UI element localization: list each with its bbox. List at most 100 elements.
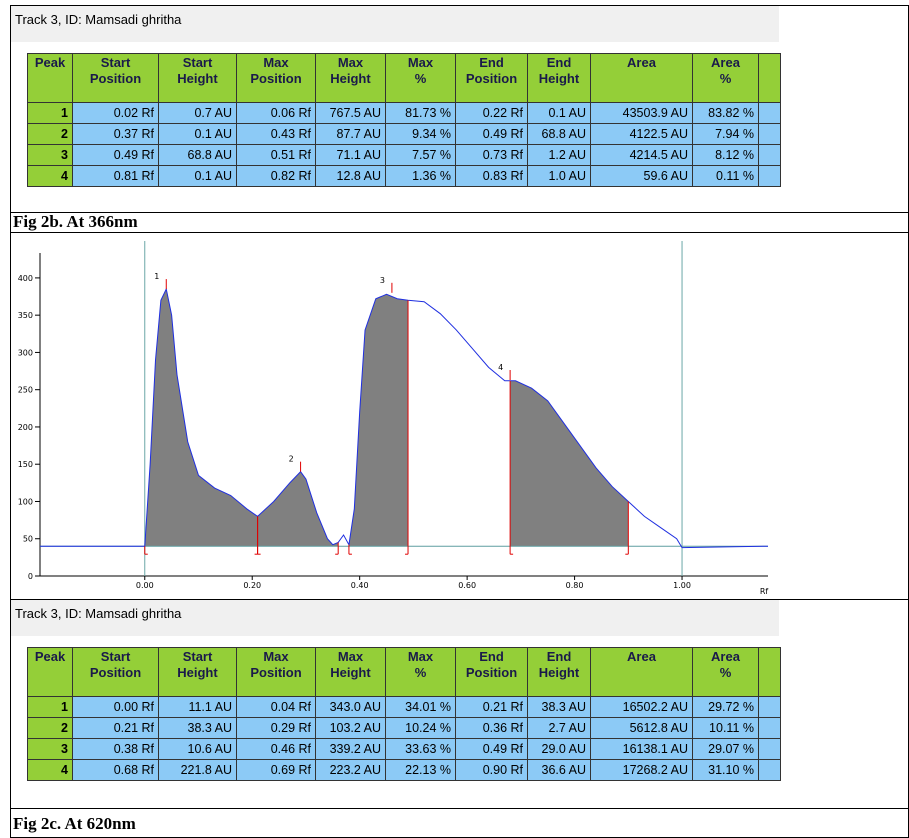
cell: 0.00 Rf: [72, 696, 159, 718]
chromatogram: 0 50 100 150 200 250 300 350 400 0.00 0.20 0.40 0.60…: [18, 241, 769, 596]
cell: 36.6 AU: [527, 759, 591, 781]
cell: [758, 102, 781, 124]
cell: 9.34 %: [385, 123, 456, 145]
cell: 83.82 %: [692, 102, 759, 124]
cell: 7.57 %: [385, 144, 456, 166]
cell: 68.8 AU: [158, 144, 237, 166]
header-text: Position: [465, 71, 518, 86]
cell: 0.83 Rf: [455, 165, 528, 187]
table-panel: Track 3, ID: Mamsadi ghritha Peak Start Po…: [11, 600, 908, 808]
column-header: Start Position: [72, 53, 159, 103]
y-tick-label: 50: [23, 535, 33, 544]
data-row: 3 0.38 Rf 10.6 AU 0.46 Rf 339.2 AU 33.63 % 0.4…: [27, 738, 781, 760]
cell: 10.11 %: [692, 717, 759, 739]
caption-frame: [10, 212, 909, 233]
x-tick-label: 0.40: [351, 581, 369, 590]
cell: [758, 759, 781, 781]
header-row: Peak Start Position Start Height Max Position M…: [27, 647, 781, 697]
header-text: End: [479, 649, 504, 664]
cell: 34.01 %: [385, 696, 456, 718]
cell: 1.0 AU: [527, 165, 591, 187]
y-tick-label: 400: [18, 274, 33, 283]
y-tick-label: 250: [18, 386, 33, 395]
cell: 38.3 AU: [158, 717, 237, 739]
cell: 29.0 AU: [527, 738, 591, 760]
separator: [10, 599, 909, 600]
cell: 81.73 %: [385, 102, 456, 124]
data-table: Peak Start Position Start Height Max Position M…: [27, 53, 781, 187]
data-row: 2 0.37 Rf 0.1 AU 0.43 Rf 87.7 AU 9.34 % 0.49 R…: [27, 123, 781, 145]
header-text: Height: [330, 665, 371, 680]
header-text: Position: [465, 665, 518, 680]
header-text: Area: [627, 55, 656, 70]
data-row: 4 0.81 Rf 0.1 AU 0.82 Rf 12.8 AU 1.36 % 0.83 R…: [27, 165, 781, 187]
cell: 16138.1 AU: [590, 738, 693, 760]
cell: 4122.5 AU: [590, 123, 693, 145]
cell: 0.22 Rf: [455, 102, 528, 124]
cell: 767.5 AU: [315, 102, 386, 124]
header-text: Max: [407, 649, 434, 664]
cell: [758, 738, 781, 760]
x-axis-label: Rf: [760, 587, 769, 596]
header-text: Height: [538, 665, 580, 680]
column-header: Area: [590, 647, 693, 697]
cell: 0.82 Rf: [236, 165, 316, 187]
header-text: Height: [177, 71, 218, 86]
cell: 0.43 Rf: [236, 123, 316, 145]
header-text: %: [719, 665, 732, 680]
cell: 0.37 Rf: [72, 123, 159, 145]
cell: 0.1 AU: [158, 123, 237, 145]
cell: 31.10 %: [692, 759, 759, 781]
cell: 0.69 Rf: [236, 759, 316, 781]
header-text: End: [546, 55, 572, 70]
cell: 0.90 Rf: [455, 759, 528, 781]
y-tick-label: 0: [28, 572, 33, 581]
column-header: Max%: [385, 647, 456, 697]
cell: 0.06 Rf: [236, 102, 316, 124]
cell: 0.38 Rf: [72, 738, 159, 760]
peak-label: 3: [380, 276, 385, 285]
header-text: Height: [538, 71, 580, 86]
cell: [758, 144, 781, 166]
y-tick-label: 350: [18, 311, 33, 320]
header-text: Height: [330, 71, 371, 86]
column-header: Peak: [27, 647, 73, 697]
cell: 12.8 AU: [315, 165, 386, 187]
column-header: Area%: [692, 53, 759, 103]
cell: 68.8 AU: [527, 123, 591, 145]
column-header: Area%: [692, 647, 759, 697]
cell: 339.2 AU: [315, 738, 386, 760]
cell: 0.49 Rf: [72, 144, 159, 166]
column-header: End Height: [527, 53, 591, 103]
cell: 0.11 %: [692, 165, 759, 187]
x-tick-label: 1.00: [673, 581, 691, 590]
header-text: Area: [711, 55, 740, 70]
cell: 29.07 %: [692, 738, 759, 760]
track-title: Track 3, ID: Mamsadi ghritha: [11, 6, 779, 42]
column-header: Start Height: [158, 647, 237, 697]
cell: 7.94 %: [692, 123, 759, 145]
column-header: Start Height: [158, 53, 237, 103]
cell: 0.1 AU: [158, 165, 237, 187]
data-row: 1 0.02 Rf 0.7 AU 0.06 Rf 767.5 AU 81.73 % 0.22…: [27, 102, 781, 124]
table-panel: Track 3, ID: Mamsadi ghritha Peak Start Po…: [11, 6, 908, 212]
cell: [758, 717, 781, 739]
peak-area: [144, 289, 629, 548]
cell: 38.3 AU: [527, 696, 591, 718]
peak-cell: 1: [27, 102, 73, 124]
header-text: Area: [627, 649, 656, 664]
peak-cell: 2: [27, 123, 73, 145]
cell: 10.24 %: [385, 717, 456, 739]
figure-caption: Fig 2c. At 620nm: [13, 814, 136, 833]
x-tick-label: 0.80: [566, 581, 584, 590]
track-title: Track 3, ID: Mamsadi ghritha: [11, 600, 779, 636]
column-header: Max Position: [236, 647, 316, 697]
cell: 0.21 Rf: [72, 717, 159, 739]
cell: 0.73 Rf: [455, 144, 528, 166]
cell: 43503.9 AU: [590, 102, 693, 124]
cell: 29.72 %: [692, 696, 759, 718]
header-text: Start: [100, 649, 131, 664]
peak-label: 4: [498, 363, 503, 372]
header-text: Area: [711, 649, 740, 664]
header-text: Max: [263, 55, 289, 70]
